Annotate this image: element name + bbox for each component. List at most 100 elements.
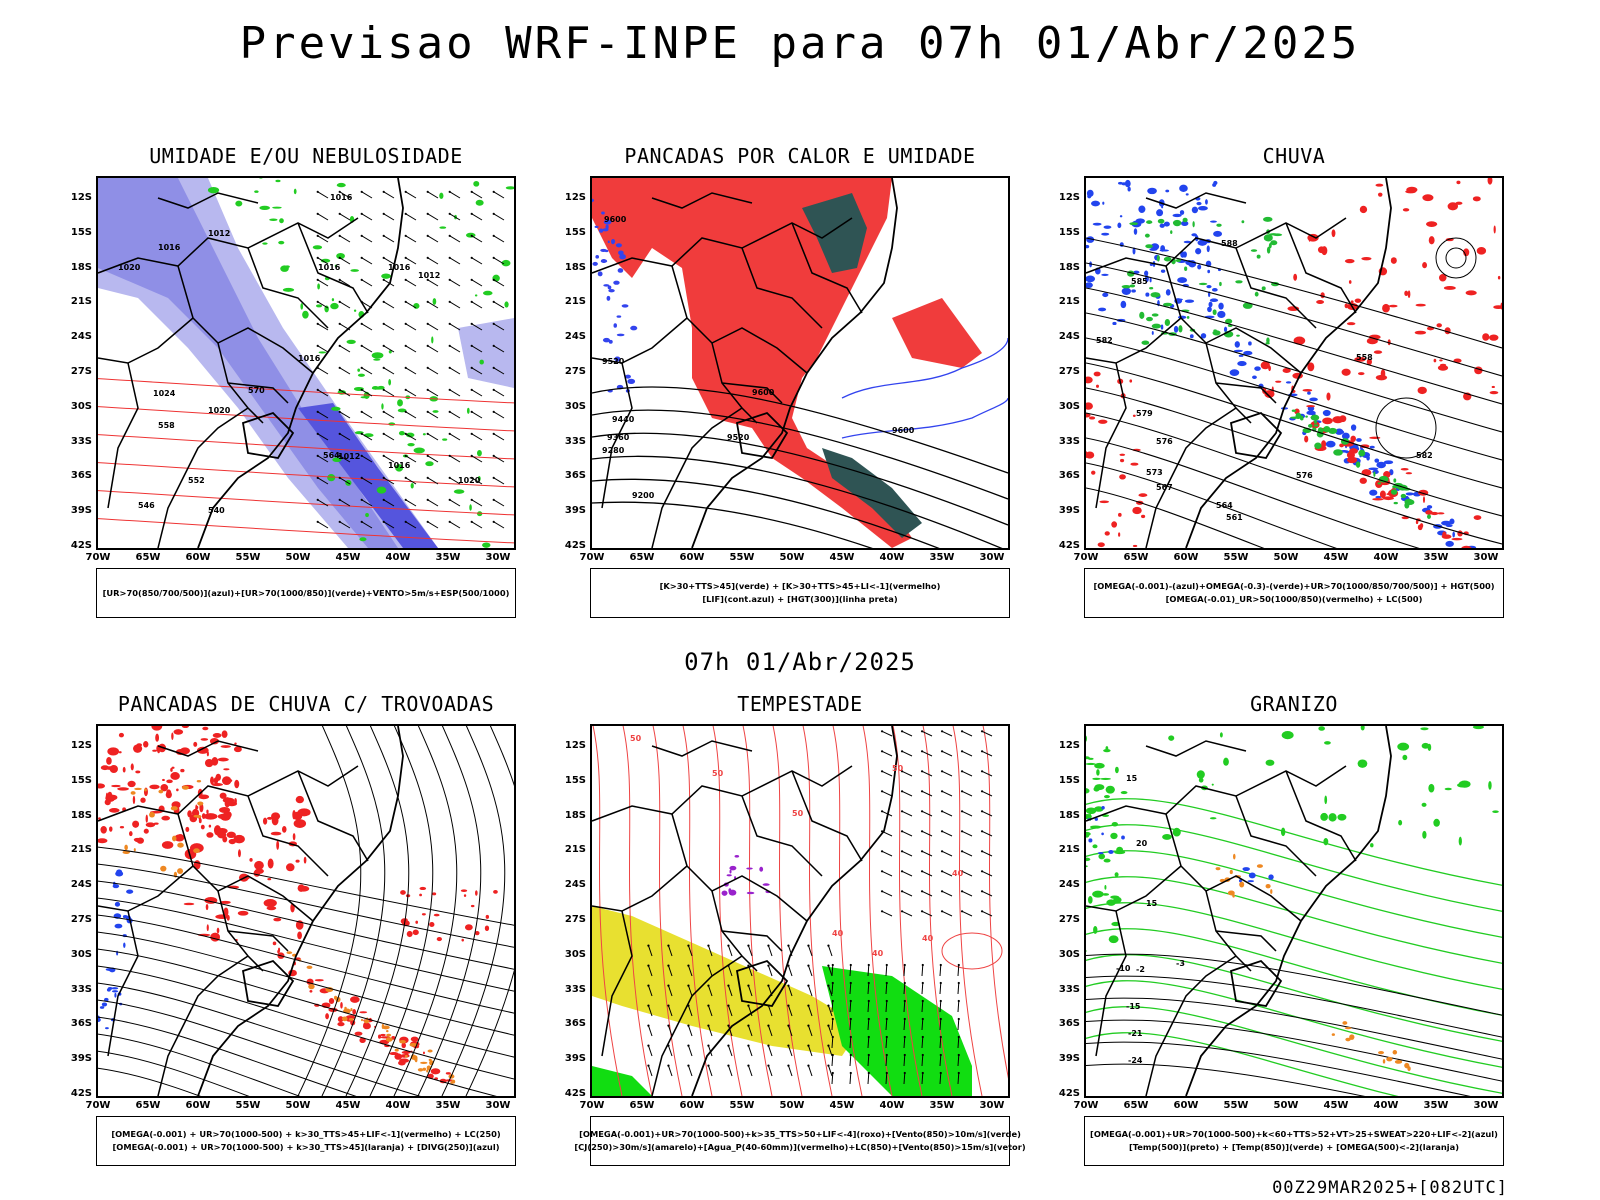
granizo-blue xyxy=(1248,872,1256,879)
omega-red xyxy=(1359,477,1367,484)
lon-tick-label: 30W xyxy=(1473,1100,1499,1111)
wind-vector-head xyxy=(316,344,319,347)
low-center xyxy=(1435,237,1477,279)
hgt500-contour xyxy=(1086,337,1502,461)
wind-vector xyxy=(885,1072,888,1085)
omega-green xyxy=(1263,234,1273,242)
wind-vector xyxy=(831,1036,834,1049)
wind-vector xyxy=(449,235,461,243)
tempestade-purple xyxy=(728,889,737,896)
wind-vector xyxy=(981,870,993,877)
wind-vector-head xyxy=(849,1035,852,1039)
wind-vector xyxy=(957,1036,960,1049)
streamline xyxy=(465,726,514,1096)
wind-vector-head xyxy=(667,1004,670,1007)
omega-red xyxy=(1119,453,1126,456)
divergence-blue xyxy=(126,889,134,894)
omega-red xyxy=(1473,515,1482,520)
thunder-orange xyxy=(414,1057,418,1063)
omega-red xyxy=(1132,544,1138,548)
wind-vector-head xyxy=(707,984,710,987)
wind-vector xyxy=(449,477,461,485)
wind-vector xyxy=(957,1018,960,1031)
contour-label: 540 xyxy=(208,506,225,515)
wind-vector-head xyxy=(939,1071,942,1075)
wind-vector-head xyxy=(470,278,473,281)
lc850-contour xyxy=(832,726,863,1096)
wind-vector xyxy=(921,1018,924,1031)
temp850-contour xyxy=(1280,827,1286,837)
temp850-contour xyxy=(1162,834,1172,840)
lif-contour xyxy=(601,259,607,264)
omega-green xyxy=(1426,514,1431,519)
lif-contour xyxy=(617,268,624,273)
divergence-blue xyxy=(105,1027,109,1030)
low-humidity-contour xyxy=(432,410,439,413)
wind-vector xyxy=(493,499,505,507)
wind-vector xyxy=(981,850,993,857)
wind-vector-head xyxy=(831,1017,834,1021)
wind-vector xyxy=(903,1054,906,1067)
state-border xyxy=(791,222,863,314)
low-humidity-contour xyxy=(482,542,491,548)
wind-vector-head xyxy=(920,830,924,833)
omega-red xyxy=(1382,496,1394,501)
wind-vector xyxy=(903,1000,906,1013)
wind-vector xyxy=(939,982,942,995)
thunder-red xyxy=(292,833,296,841)
wind-vector-head xyxy=(382,498,385,501)
wind-vector-head xyxy=(448,454,451,457)
lc850-contour xyxy=(982,726,1008,1079)
omega-blue xyxy=(1131,289,1136,293)
wind-vector-head xyxy=(687,964,690,967)
temp850-contour xyxy=(1370,843,1374,848)
wind-vector-head xyxy=(940,870,944,873)
wind-vector-head xyxy=(767,984,770,987)
wind-vector-head xyxy=(767,1024,770,1027)
wind-vector-head xyxy=(921,999,924,1003)
contour-label: 564 xyxy=(323,451,340,460)
omega-blue xyxy=(1173,325,1179,333)
wind-vector xyxy=(383,433,395,441)
omega-red xyxy=(1497,275,1501,280)
thunder-red xyxy=(200,824,205,830)
low-humidity-contour xyxy=(353,309,357,312)
omega-green xyxy=(1317,429,1325,432)
wind-vector-head xyxy=(360,256,363,259)
wind-vector xyxy=(807,985,813,997)
omega-green xyxy=(1377,482,1382,485)
wind-vector xyxy=(317,257,329,265)
wind-vector-head xyxy=(316,498,319,501)
low-humidity-contour xyxy=(504,301,509,308)
wind-vector-head xyxy=(867,963,870,967)
state-border xyxy=(651,192,753,209)
low-humidity-contour xyxy=(395,464,404,472)
granizo-blue xyxy=(1242,867,1250,872)
omega-green xyxy=(1163,302,1173,307)
thunder-orange xyxy=(450,1081,455,1084)
wind-vector xyxy=(957,1000,960,1013)
wind-vector xyxy=(471,477,483,485)
wind-vector xyxy=(767,965,773,977)
wind-vector xyxy=(881,810,893,817)
wind-vector-head xyxy=(338,300,341,303)
lat-tick-label: 24S xyxy=(564,879,586,891)
wind-vector-head xyxy=(903,1017,906,1021)
thunder-red xyxy=(220,745,231,748)
wind-vector-head xyxy=(426,278,429,281)
temp500-contour xyxy=(1086,953,1502,1016)
omega-blue xyxy=(1086,282,1093,289)
wind-vector-head xyxy=(849,1017,852,1021)
wind-vector xyxy=(449,345,461,353)
wind-vector-head xyxy=(980,790,984,793)
wind-vector xyxy=(427,499,439,507)
state-border xyxy=(157,740,259,757)
temp850-contour xyxy=(1096,769,1100,776)
wind-vector-head xyxy=(338,344,341,347)
wind-vector-head xyxy=(960,790,964,793)
thunder-orange xyxy=(124,844,128,851)
hgt500-contour xyxy=(1086,312,1502,433)
lat-tick-label: 30S xyxy=(1058,948,1080,960)
wind-vector-head xyxy=(940,890,944,893)
omega-red xyxy=(1438,274,1447,282)
